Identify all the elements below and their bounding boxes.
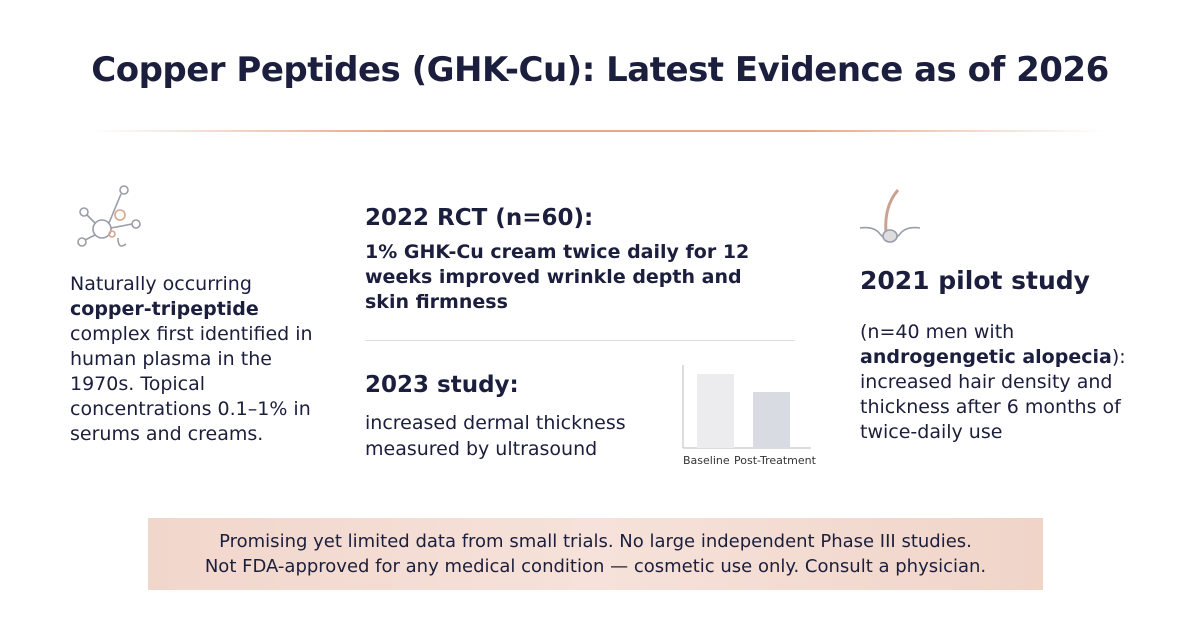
heading: 2021 pilot study [860, 266, 1090, 295]
bold-text: copper-tripeptide [70, 298, 259, 320]
disclaimer-line: Not FDA-approved for any medical conditi… [204, 556, 987, 577]
heading: 2023 study: [365, 372, 519, 398]
bar-label: Post-Treatment [734, 454, 816, 467]
disclaimer-line: Promising yet limited data from small tr… [219, 531, 972, 552]
bold-text: androgengetic alopecia [860, 346, 1112, 368]
text: ): increased hair density and thickness … [860, 346, 1126, 443]
bar-label: Baseline [683, 454, 730, 467]
text: complex first identified in human plasma… [70, 323, 313, 445]
title: Copper Peptides (GHK-Cu): Latest Evidenc… [91, 50, 1109, 90]
body: increased dermal thickness measured by u… [365, 412, 626, 460]
body: 1% GHK-Cu cream twice daily for 12 weeks… [365, 241, 750, 313]
text: Naturally occurring [70, 273, 252, 295]
disclaimer: Promising yet limited data from small tr… [148, 518, 1043, 590]
description: Naturally occurring copper-tripeptide co… [70, 272, 315, 447]
bar [753, 392, 790, 448]
heading: 2022 RCT (n=60): [365, 205, 594, 231]
molecule-icon [77, 185, 141, 247]
text: (n=40 men with [860, 321, 1015, 343]
divider [90, 130, 1105, 132]
description: (n=40 men with androgengetic alopecia): … [860, 320, 1160, 445]
mini-chart: Baseline Post-Treatment [682, 365, 816, 467]
bar [697, 374, 734, 448]
divider [365, 340, 795, 341]
hair-icon [859, 189, 921, 243]
